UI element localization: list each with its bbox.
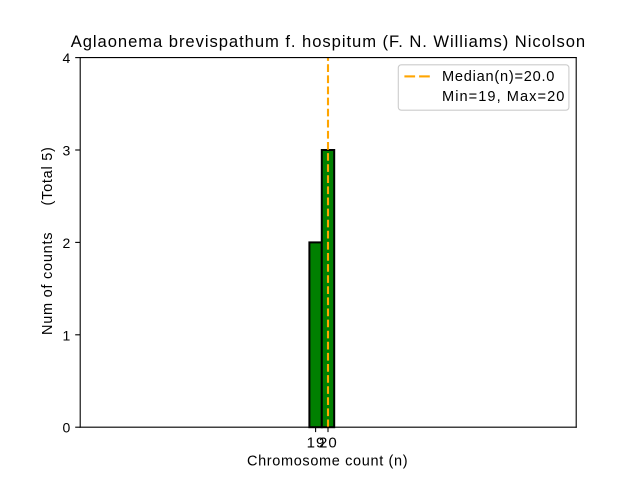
svg-text:Num of counts: Num of counts xyxy=(40,232,56,335)
svg-text:1: 1 xyxy=(63,327,71,343)
svg-text:2: 2 xyxy=(63,235,71,251)
svg-text:Chromosome count (n): Chromosome count (n) xyxy=(247,453,408,469)
svg-text:Min=19, Max=20: Min=19, Max=20 xyxy=(442,89,565,105)
svg-text:20: 20 xyxy=(319,435,338,452)
svg-text:(Total 5): (Total 5) xyxy=(40,146,56,205)
svg-text:4: 4 xyxy=(63,50,71,66)
svg-text:3: 3 xyxy=(63,143,71,159)
svg-text:0: 0 xyxy=(63,420,71,436)
svg-text:19: 19 xyxy=(307,435,326,452)
svg-text:Median(n)=20.0: Median(n)=20.0 xyxy=(442,69,555,85)
svg-text:Aglaonema brevispathum f. hosp: Aglaonema brevispathum f. hospitum (F. N… xyxy=(71,32,586,51)
